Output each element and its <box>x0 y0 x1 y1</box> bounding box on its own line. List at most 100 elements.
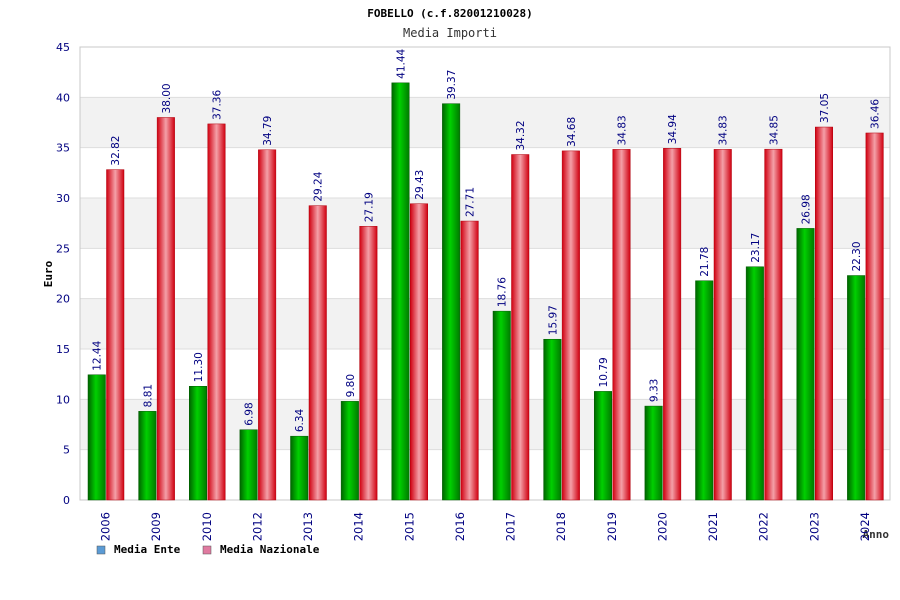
data-label: 34.83 <box>718 115 730 145</box>
bar-media-ente-2009 <box>138 411 157 501</box>
y-axis-label: Euro <box>42 260 55 287</box>
bar-media-nazionale-2023 <box>815 126 833 501</box>
x-tick-label: 2014 <box>352 512 366 541</box>
bar-media-nazionale-2006 <box>106 169 125 501</box>
bar-media-ente-2021 <box>695 280 714 501</box>
bar-media-nazionale-2022 <box>764 148 783 501</box>
y-tick-label: 35 <box>56 142 70 155</box>
bar-media-nazionale-2014 <box>359 226 378 501</box>
bar-media-ente-2019 <box>594 391 612 501</box>
legend-label-media-nazionale: Media Nazionale <box>220 543 320 556</box>
data-label: 41.44 <box>396 48 408 78</box>
x-axis-label: Anno <box>863 528 890 541</box>
chart-title: FOBELLO (c.f.82001210028) <box>367 7 533 20</box>
y-tick-label: 20 <box>56 293 70 306</box>
x-tick-label: 2012 <box>250 512 264 541</box>
bar-media-nazionale-2016 <box>460 220 479 501</box>
bar-media-ente-2023 <box>796 228 815 501</box>
bar-media-nazionale-2021 <box>713 149 732 501</box>
bar-media-ente-2012 <box>239 429 258 501</box>
data-label: 34.85 <box>768 115 780 145</box>
data-label: 34.94 <box>667 114 679 144</box>
bar-media-ente-2006 <box>87 374 106 501</box>
bar-media-ente-2017 <box>492 310 511 501</box>
bar-media-nazionale-2015 <box>410 203 428 501</box>
data-label: 34.83 <box>617 115 629 145</box>
x-tick-label: 2010 <box>200 512 214 541</box>
y-axis-ticks: 0 5 10 15 20 25 30 35 40 45 <box>56 41 70 507</box>
plot-frame <box>79 46 891 501</box>
legend-swatch-media-nazionale <box>202 545 212 555</box>
data-label: 6.34 <box>294 408 306 432</box>
bar-media-nazionale-2019 <box>612 149 631 501</box>
data-label: 21.78 <box>699 247 711 277</box>
bar-media-ente-2024 <box>847 275 866 501</box>
bar-media-nazionale-2013 <box>308 205 327 501</box>
bar-media-ente-2014 <box>340 401 359 501</box>
y-tick-label: 40 <box>56 91 70 104</box>
data-label: 23.17 <box>750 233 762 263</box>
x-tick-label: 2016 <box>453 512 467 541</box>
data-label: 10.79 <box>598 357 610 387</box>
x-tick-label: 2019 <box>605 512 619 541</box>
data-label: 11.30 <box>193 352 205 382</box>
x-tick-label: 2023 <box>807 512 821 541</box>
legend: Media Ente Media Nazionale <box>96 543 320 556</box>
x-axis-ticks: 2006 2009 2010 2012 2013 2014 2015 2016 2017 2018… <box>99 512 872 541</box>
y-tick-label: 15 <box>56 343 70 356</box>
bar-media-ente-2010 <box>189 385 207 501</box>
bar-media-nazionale-2009 <box>156 117 175 501</box>
bar-media-ente-2018 <box>543 338 562 501</box>
legend-swatch-media-ente <box>96 545 106 555</box>
y-tick-label: 30 <box>56 192 70 205</box>
bar-media-ente-2013 <box>290 435 309 501</box>
x-tick-label: 2021 <box>706 512 720 541</box>
data-label: 37.36 <box>212 90 224 120</box>
plot-band <box>80 47 890 98</box>
data-label: 32.82 <box>110 136 122 166</box>
x-tick-label: 2015 <box>402 512 416 541</box>
bar-media-ente-2015 <box>391 82 410 501</box>
value-labels: 12.44 32.82 8.81 38.00 11.30 37.36 6.98 34.79 6.… <box>92 48 882 432</box>
data-label: 9.80 <box>345 374 357 397</box>
bar-media-nazionale-2017 <box>511 154 530 501</box>
x-tick-label: 2022 <box>757 512 771 541</box>
y-tick-label: 5 <box>63 444 70 457</box>
y-tick-label: 0 <box>63 494 70 507</box>
data-label: 12.44 <box>92 340 104 370</box>
bar-media-ente-2016 <box>442 103 461 501</box>
bars <box>87 82 884 501</box>
data-label: 8.81 <box>142 384 154 407</box>
legend-label-media-ente: Media Ente <box>114 543 181 556</box>
x-tick-label: 2006 <box>99 512 113 541</box>
x-tick-label: 2018 <box>554 512 568 541</box>
data-label: 34.32 <box>515 120 527 150</box>
data-label: 27.19 <box>363 192 375 222</box>
data-label: 34.79 <box>262 116 274 146</box>
data-label: 39.37 <box>446 70 458 100</box>
data-label: 37.05 <box>819 93 831 123</box>
bar-media-nazionale-2018 <box>561 150 580 501</box>
bar-media-nazionale-2024 <box>865 132 884 501</box>
bar-media-nazionale-2012 <box>258 149 277 501</box>
x-tick-label: 2009 <box>149 512 163 541</box>
data-label: 26.98 <box>801 194 813 224</box>
data-label: 22.30 <box>851 241 863 271</box>
data-label: 29.24 <box>313 171 325 201</box>
data-label: 27.71 <box>465 187 477 217</box>
chart-subtitle: Media Importi <box>403 26 497 40</box>
x-tick-label: 2017 <box>504 512 518 541</box>
x-tick-label: 2020 <box>655 512 669 541</box>
data-label: 18.76 <box>497 277 509 307</box>
data-label: 6.98 <box>244 402 256 425</box>
bar-media-nazionale-2020 <box>663 148 682 501</box>
x-tick-label: 2013 <box>301 512 315 541</box>
data-label: 29.43 <box>414 170 426 200</box>
data-label: 34.68 <box>566 117 578 147</box>
y-tick-label: 10 <box>56 393 70 406</box>
x-tick-label: 2024 <box>858 512 872 541</box>
data-label: 15.97 <box>547 305 559 335</box>
y-tick-label: 25 <box>56 242 70 255</box>
y-tick-label: 45 <box>56 41 70 54</box>
